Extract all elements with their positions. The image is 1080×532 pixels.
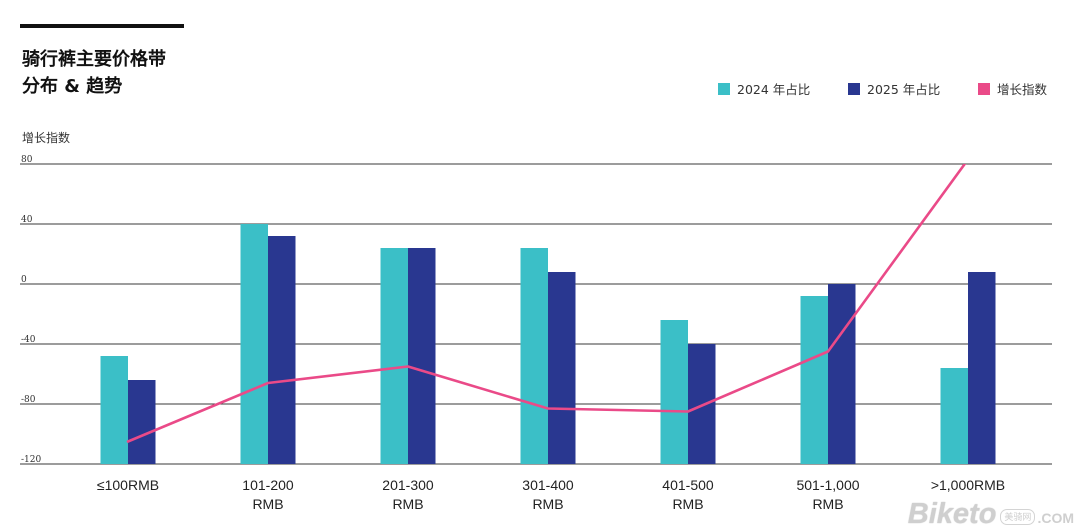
- x-tick-label: >1,000RMB: [930, 477, 1006, 493]
- y-tick-labels: 80 40 0 -40 -80 -120: [21, 155, 41, 465]
- legend-item-growth-index: 增长指数: [978, 79, 1047, 98]
- watermark-sub: 美骑网: [1000, 509, 1036, 525]
- legend-item-2025-share: 2025 年占比: [848, 79, 940, 98]
- bar-2025-share: [548, 272, 576, 464]
- bar-2025-share: [128, 380, 156, 464]
- y-tick-label: -80: [21, 395, 36, 405]
- growth-index-series: [126, 164, 967, 443]
- y-tick-label: 0: [21, 275, 27, 285]
- bar-2024-share: [380, 248, 408, 464]
- chart-title: 骑行裤主要价格带 分布 & 趋势: [22, 46, 166, 100]
- bar-2024-share: [660, 320, 688, 464]
- watermark-domain: .COM: [1037, 510, 1074, 526]
- y-tick-label: -40: [21, 335, 36, 345]
- legend-swatch-growth-index: [978, 82, 990, 95]
- y-tick-label: -120: [21, 455, 41, 465]
- x-tick-label: ≤100RMB: [96, 477, 160, 493]
- x-tick-label: 501-1,000 RMB: [796, 477, 860, 512]
- x-tick-label: 301-400 RMB: [522, 477, 574, 512]
- watermark-brand: Biketo: [907, 498, 997, 530]
- x-tick-label: 101-200 RMB: [242, 477, 294, 512]
- legend-label-2025-share: 2025 年占比: [867, 82, 941, 97]
- bar-2024-share: [800, 296, 828, 464]
- bar-2025-share: [828, 284, 856, 464]
- chart-title-line-2: 分布 & 趋势: [22, 76, 123, 97]
- y-tick-label: 40: [21, 215, 33, 225]
- bar-2025-share: [268, 236, 296, 464]
- legend-label-2024-share: 2024 年占比: [737, 82, 811, 97]
- bar-2024-share: [520, 248, 548, 464]
- x-tick-label: 401-500 RMB: [662, 477, 714, 512]
- bars: [100, 224, 996, 464]
- x-tick-label: 201-300 RMB: [382, 477, 434, 512]
- bar-2024-share: [240, 224, 268, 464]
- chart-title-line-1: 骑行裤主要价格带: [22, 49, 166, 70]
- watermark-logo: Biketo 美骑网 .COM: [908, 499, 1074, 529]
- bar-2025-share: [968, 272, 996, 464]
- legend-swatch-2024-share: [718, 82, 730, 95]
- y-tick-label: 80: [21, 155, 33, 165]
- y-axis-label: 增长指数: [22, 131, 71, 145]
- legend-swatch-2025-share: [848, 82, 860, 95]
- bar-2024-share: [940, 368, 968, 464]
- legend-label-growth-index: 增长指数: [997, 82, 1048, 97]
- bar-2024-share: [100, 356, 128, 464]
- bar-2025-share: [408, 248, 436, 464]
- growth-index-line: [126, 164, 967, 443]
- title-accent-bar: [20, 24, 184, 28]
- bar-2025-share: [688, 344, 716, 464]
- legend-item-2024-share: 2024 年占比: [718, 79, 810, 98]
